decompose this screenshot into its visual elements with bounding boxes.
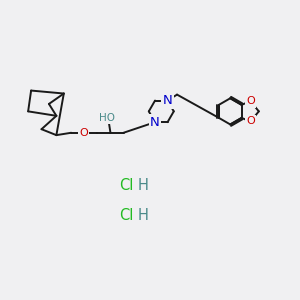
- Text: H: H: [137, 208, 148, 223]
- Text: N: N: [150, 116, 160, 129]
- Text: N: N: [163, 94, 172, 107]
- Text: O: O: [79, 128, 88, 138]
- Text: Cl: Cl: [119, 178, 134, 193]
- Text: HO: HO: [100, 113, 116, 123]
- Text: O: O: [246, 96, 255, 106]
- Text: O: O: [246, 116, 255, 127]
- Text: Cl: Cl: [119, 208, 134, 223]
- Text: H: H: [137, 178, 148, 193]
